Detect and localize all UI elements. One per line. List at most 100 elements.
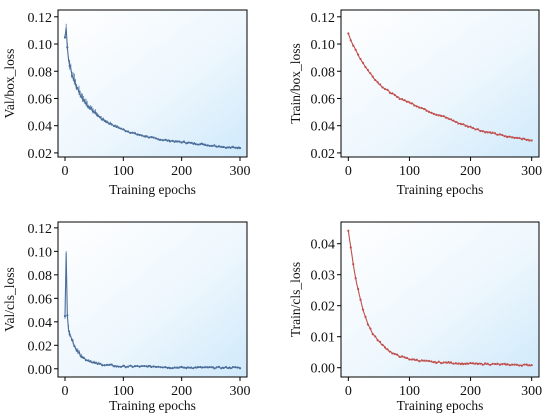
series-line <box>347 230 532 367</box>
data-point <box>154 365 158 369</box>
data-point <box>89 360 92 363</box>
data-point <box>166 139 169 142</box>
data-point <box>66 46 69 49</box>
data-point <box>476 128 479 131</box>
panel-val-cls-loss: 0.000.020.040.060.080.100.12 0 100 200 300 … <box>2 221 251 413</box>
y-ticks: 0.02 0.04 0.06 0.08 0.10 0.12 <box>311 11 341 162</box>
data-point <box>506 363 509 366</box>
data-point <box>194 143 197 146</box>
y-tick-label: 0.06 <box>28 292 53 307</box>
data-point <box>94 111 97 114</box>
data-point <box>164 138 167 141</box>
x-axis-label: Training epochs <box>397 398 484 413</box>
data-point <box>119 127 123 130</box>
data-point <box>140 364 144 368</box>
data-point <box>115 125 118 128</box>
data-point <box>457 362 460 365</box>
data-point <box>115 365 118 368</box>
data-point <box>383 87 387 91</box>
data-point <box>217 145 221 148</box>
data-point <box>168 367 172 370</box>
data-point <box>493 132 497 135</box>
data-point <box>152 136 155 139</box>
data-point <box>185 142 188 145</box>
data-point <box>173 366 176 369</box>
y-tick-label: 0.04 <box>311 120 336 135</box>
plot-area <box>57 9 248 158</box>
data-point <box>138 133 141 137</box>
y-tick-label: 0.04 <box>28 316 53 331</box>
data-point <box>454 362 457 365</box>
data-point <box>467 125 470 128</box>
data-point <box>103 119 106 122</box>
data-point <box>124 130 127 133</box>
data-point <box>457 122 460 125</box>
data-point <box>152 365 155 368</box>
data-point <box>506 135 509 139</box>
data-point <box>415 358 418 361</box>
data-point <box>110 363 113 366</box>
data-point <box>361 308 365 311</box>
data-point <box>523 363 526 366</box>
data-point <box>89 107 92 110</box>
y-tick-label: 0.02 <box>28 339 53 354</box>
data-point <box>379 83 382 86</box>
data-point <box>117 126 120 129</box>
data-point <box>354 48 357 51</box>
data-point <box>520 364 523 367</box>
data-point <box>77 90 81 93</box>
data-point <box>182 366 186 369</box>
data-point <box>357 287 360 291</box>
x-axis-label: Training epochs <box>109 182 196 197</box>
data-point <box>110 123 113 126</box>
x-ticks: 0 100 200 300 <box>345 157 542 179</box>
data-point <box>178 366 181 369</box>
plot-area <box>340 221 540 378</box>
data-point <box>498 363 501 366</box>
data-point <box>80 95 83 98</box>
data-point <box>131 131 134 134</box>
y-tick-label: 0.08 <box>28 269 53 284</box>
data-point <box>98 362 102 365</box>
data-point <box>108 363 111 366</box>
data-point <box>359 57 362 61</box>
x-tick-label: 300 <box>230 384 251 399</box>
data-point <box>525 138 528 142</box>
data-point <box>96 362 99 366</box>
data-point <box>459 122 462 126</box>
data-point <box>66 314 69 317</box>
data-point <box>124 366 127 369</box>
data-point <box>222 145 225 149</box>
data-point <box>489 131 492 134</box>
data-point <box>364 315 367 318</box>
data-point <box>231 146 235 149</box>
data-point <box>75 86 78 90</box>
y-tick-label: 0.04 <box>311 238 336 253</box>
x-tick-label: 300 <box>521 384 542 399</box>
data-point <box>523 137 526 140</box>
data-point <box>136 133 139 136</box>
data-point <box>210 144 214 148</box>
data-point <box>398 97 401 101</box>
data-point <box>413 358 416 361</box>
data-point <box>366 323 369 326</box>
data-point <box>206 366 209 369</box>
data-point <box>445 116 448 119</box>
data-point <box>503 362 506 365</box>
data-point <box>208 365 211 369</box>
data-point <box>87 359 90 362</box>
data-point <box>423 107 426 111</box>
y-tick-label: 0.10 <box>311 38 336 53</box>
data-point <box>371 333 374 336</box>
y-tick-label: 0.00 <box>28 363 53 378</box>
data-point <box>122 364 125 367</box>
data-point <box>105 120 109 124</box>
data-point <box>87 106 90 109</box>
data-point <box>159 138 162 141</box>
data-point <box>391 352 394 355</box>
data-point <box>410 102 413 105</box>
data-point <box>192 367 195 370</box>
data-point <box>131 365 134 368</box>
data-point <box>430 111 433 114</box>
series-layer <box>347 229 533 367</box>
